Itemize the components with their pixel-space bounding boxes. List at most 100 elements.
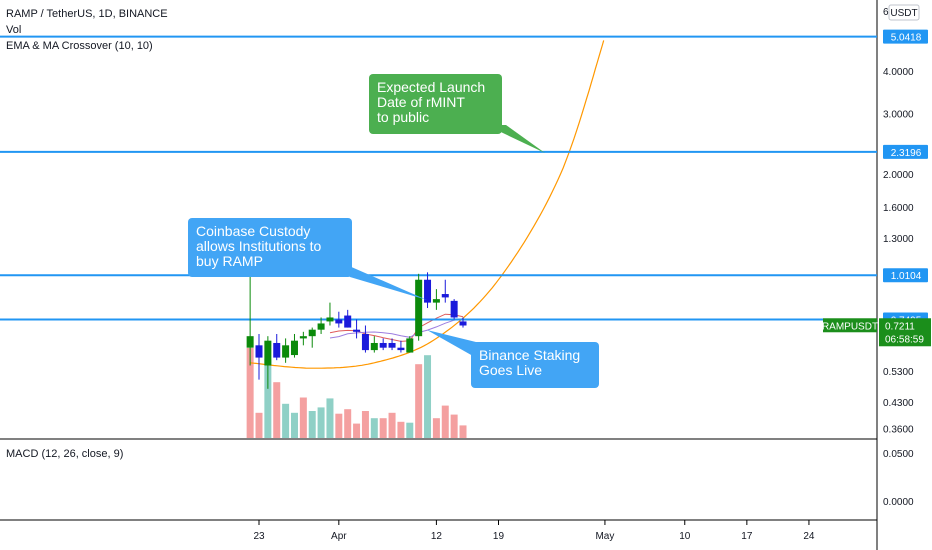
annotation-line: Binance Staking (479, 347, 581, 363)
price-tick-label: 6 (883, 7, 889, 18)
indicator-label: EMA & MA Crossover (10, 10) (6, 40, 153, 52)
volume-bar (379, 418, 387, 438)
ema-ma-lines (329, 313, 464, 342)
volume-bar (415, 364, 423, 438)
price-tick-label: 0.3600 (883, 424, 914, 435)
volume-bar (388, 412, 396, 438)
volume-bar (326, 398, 334, 438)
annotation-line: to public (377, 109, 430, 125)
level-price-label: 1.0104 (891, 271, 922, 282)
candle-body (459, 321, 467, 326)
level-price-tag (883, 144, 928, 159)
level-price-tag (883, 29, 928, 44)
time-tick-label: 10 (679, 531, 691, 542)
volume-bar (246, 348, 254, 438)
price-axis[interactable]: 6 5.0418 4.0000 3.0000 2.3196 2.0000 1.6000 1.3… (822, 4, 931, 508)
annotation-line: Expected Launch (377, 79, 486, 95)
time-tick-label: 19 (493, 531, 505, 542)
volume-bar (282, 403, 290, 438)
volume-bar (273, 382, 281, 438)
last-price-tag (879, 318, 931, 347)
candle-body (282, 345, 290, 358)
candle-body (255, 345, 263, 358)
volume-bar (397, 421, 405, 438)
volume-bar (424, 355, 432, 438)
level-price-label: 2.3196 (891, 148, 922, 159)
macd-tick-label: 0.0500 (883, 449, 914, 460)
candle-body (299, 336, 307, 339)
macd-tick-label: 0.0000 (883, 497, 914, 508)
volume-bars (246, 348, 467, 438)
candle-body (406, 338, 414, 353)
volume-bar (361, 411, 369, 438)
currency-badge-label: USDT (890, 8, 917, 19)
time-axis[interactable]: 23 Apr 12 19 May 10 17 24 (253, 520, 815, 542)
price-tick-label: 2.0000 (883, 170, 914, 181)
candle-body (264, 340, 272, 366)
candle-body (353, 329, 361, 332)
volume-bar (299, 397, 307, 438)
candle-body (450, 300, 458, 318)
price-tick-label: 0.4300 (883, 398, 914, 409)
level-price-tag (883, 268, 928, 283)
annotation-line: allows Institutions to (196, 238, 322, 254)
candle-body (326, 317, 334, 322)
price-tick-label: 1.3000 (883, 234, 914, 245)
volume-bar (335, 413, 343, 438)
candle-body (290, 340, 298, 356)
projection-curve-line (250, 40, 605, 369)
volume-bar (450, 414, 458, 438)
candle-body (317, 323, 325, 330)
candle-body (273, 342, 281, 358)
symbol-tag-label: RAMPUSDT (822, 321, 878, 332)
volume-bar (290, 412, 298, 438)
symbol-tag (823, 318, 877, 333)
candle-body (441, 294, 449, 298)
candles (246, 272, 467, 389)
candle-body (379, 342, 387, 348)
currency-badge (888, 4, 920, 21)
time-tick-label: May (595, 531, 614, 542)
projection-curve (250, 40, 605, 369)
coinbase-pointer (340, 262, 427, 300)
annotation-coinbase[interactable]: Coinbase Custody allows Institutions to … (188, 218, 352, 277)
volume-bar (255, 412, 263, 438)
time-tick-label: 17 (741, 531, 753, 542)
symbol-title: RAMP / TetherUS, 1D, BINANCE (6, 8, 168, 20)
candle-body (308, 329, 316, 337)
time-tick-label: 24 (803, 531, 815, 542)
candle-body (388, 342, 396, 348)
candle-body (335, 319, 343, 324)
price-tick-label: 3.0000 (883, 110, 914, 121)
candle-body (432, 299, 440, 303)
price-tick-label: 1.6000 (883, 203, 914, 214)
candle-body (397, 347, 405, 351)
candle-body (370, 342, 378, 351)
annotation-launch[interactable]: Expected Launch Date of rMINT to public (369, 74, 502, 134)
price-tick-label: 4.0000 (883, 67, 914, 78)
volume-bar (432, 418, 440, 438)
horizontal-levels[interactable] (0, 35, 877, 321)
volume-bar (317, 407, 325, 438)
annotation-line: Goes Live (479, 362, 543, 378)
volume-bar (459, 425, 467, 438)
annotation-line: buy RAMP (196, 253, 263, 269)
annotation-line: Coinbase Custody (196, 223, 311, 239)
staking-pointer (427, 330, 480, 360)
candle-body (246, 336, 254, 348)
ema-line (329, 313, 464, 342)
time-tick-label: 12 (431, 531, 443, 542)
time-tick-label: 23 (253, 531, 265, 542)
level-price-label: 5.0418 (891, 33, 922, 44)
volume-bar (441, 405, 449, 438)
candle-body (344, 315, 352, 328)
annotation-line: Date of rMINT (377, 94, 465, 110)
volume-bar (406, 422, 414, 438)
candle-body (415, 279, 423, 337)
candle-body (424, 279, 432, 303)
volume-bar (264, 358, 272, 438)
annotation-staking[interactable]: Binance Staking Goes Live (471, 342, 599, 388)
volume-bar (344, 409, 352, 438)
macd-label: MACD (12, 26, close, 9) (6, 448, 124, 460)
